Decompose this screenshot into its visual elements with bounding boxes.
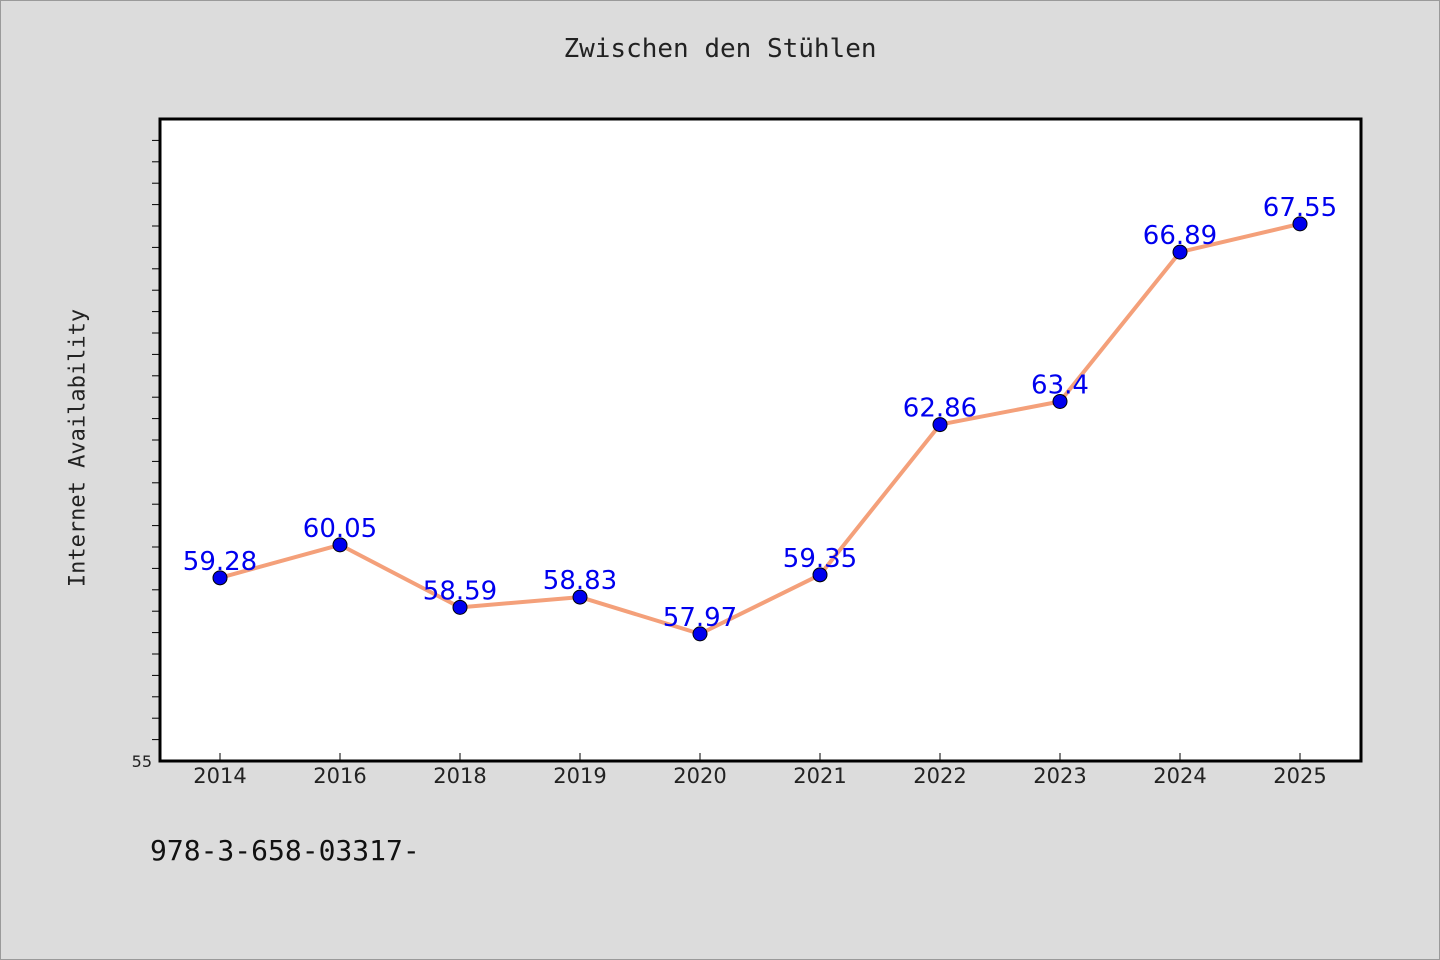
x-tick-label: 2024	[1153, 764, 1206, 788]
data-label: 59.28	[183, 547, 257, 577]
data-point	[1292, 216, 1308, 232]
series-line	[219, 221, 1301, 636]
x-tick-label: 2021	[793, 764, 846, 788]
data-label: 57.97	[663, 603, 737, 633]
plot-area	[158, 117, 1363, 763]
x-tick-label: 2023	[1033, 764, 1086, 788]
data-point	[692, 626, 708, 642]
data-labels: 59.28 60.05 58.59 58.83 57.97 59.35 62.86 63.4 6…	[183, 193, 1337, 633]
x-tick-label: 2025	[1273, 764, 1326, 788]
footnote-isbn: 978-3-658-03317-	[150, 834, 420, 867]
x-tick-label: 2020	[673, 764, 726, 788]
y-axis-ticks: 55	[132, 139, 160, 771]
y-tick-label: 55	[132, 752, 152, 771]
data-point	[452, 599, 468, 615]
data-point	[812, 567, 828, 583]
data-point	[212, 570, 228, 586]
data-label: 58.59	[423, 576, 497, 606]
data-point	[572, 589, 588, 605]
data-label: 62.86	[903, 394, 977, 424]
x-tick-label: 2018	[433, 764, 486, 788]
data-markers	[212, 216, 1308, 642]
data-label: 66.89	[1143, 221, 1217, 251]
data-label: 58.83	[543, 566, 617, 596]
data-point	[932, 417, 948, 433]
x-tick-label: 2019	[553, 764, 606, 788]
data-point	[1052, 393, 1068, 409]
chart-title: Zwischen den Stühlen	[563, 34, 877, 64]
x-axis-ticks: 2014 2016 2018 2019 2020 2021 2022 2023 2024 2025	[193, 753, 1327, 788]
x-tick-label: 2014	[193, 764, 246, 788]
data-label: 63.4	[1031, 370, 1089, 400]
data-label: 67.55	[1263, 193, 1337, 223]
x-tick-label: 2016	[313, 764, 366, 788]
data-point	[1172, 244, 1188, 260]
series-lines	[219, 221, 1301, 636]
data-label: 60.05	[303, 514, 377, 544]
x-tick-label: 2022	[913, 764, 966, 788]
data-point	[332, 537, 348, 553]
data-label: 59.35	[783, 544, 857, 574]
